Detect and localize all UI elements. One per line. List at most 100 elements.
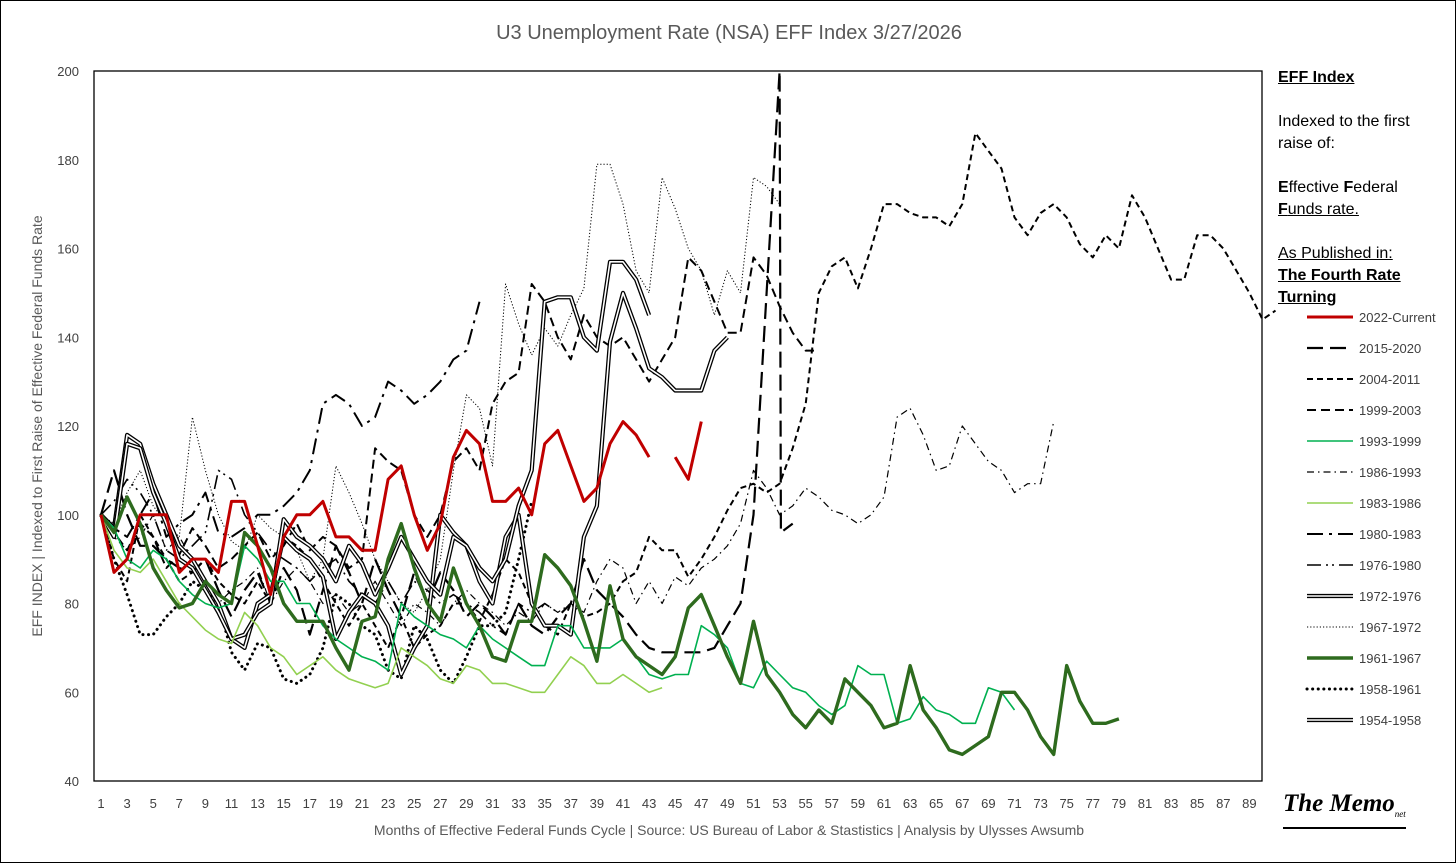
- legend-item: 1967-1972: [1307, 620, 1421, 635]
- legend-label: 1993-1999: [1359, 434, 1421, 449]
- series-1967-1972: [100, 163, 781, 613]
- x-tick-label: 63: [903, 796, 917, 811]
- x-tick-label: 67: [955, 796, 969, 811]
- legend-item: 1986-1993: [1307, 465, 1421, 480]
- x-tick-label: 1: [97, 796, 104, 811]
- x-tick-label: 21: [355, 796, 369, 811]
- x-tick-label: 43: [642, 796, 656, 811]
- brand-logo: The Memonet: [1283, 791, 1406, 829]
- series-line: [100, 514, 1016, 725]
- legend-label: 1983-1986: [1359, 496, 1421, 511]
- series-line-inner: [100, 261, 650, 640]
- x-tick-label: 55: [798, 796, 812, 811]
- legend-item: 1972-1976: [1307, 589, 1421, 604]
- series-line: [99, 495, 1120, 757]
- legend-label: 1986-1993: [1359, 465, 1421, 480]
- legend-item: 2015-2020: [1307, 341, 1421, 356]
- x-tick-label: 45: [668, 796, 682, 811]
- x-tick-label: 39: [590, 796, 604, 811]
- x-tick-label: 57: [825, 796, 839, 811]
- series-line: [99, 69, 794, 654]
- x-tick-label: 5: [150, 796, 157, 811]
- legend-label: 1999-2003: [1359, 403, 1421, 418]
- x-tick-label: 89: [1242, 796, 1256, 811]
- x-tick-label: 25: [407, 796, 421, 811]
- chart-title: U3 Unemployment Rate (NSA) EFF Index 3/2…: [496, 22, 962, 44]
- series-2004-2011: [100, 132, 1277, 649]
- x-axis: 1 3 5 7 9 11 13 15 17 19 21 23 25 27 29 31 33 35 37 39 41 43 4…: [97, 796, 1256, 811]
- legend-label: 1967-1972: [1359, 620, 1421, 635]
- x-tick-label: 53: [772, 796, 786, 811]
- series-1980-1983: [100, 301, 481, 538]
- side-note-indexed: Indexed to the first raise of:: [1278, 113, 1410, 152]
- x-tick-label: 65: [929, 796, 943, 811]
- x-tick-label: 31: [485, 796, 499, 811]
- x-tick-label: 77: [1086, 796, 1100, 811]
- y-tick-label: 80: [65, 597, 79, 612]
- x-axis-label: Months of Effective Federal Funds Cycle …: [374, 822, 1084, 838]
- legend-label: 1980-1983: [1359, 527, 1421, 542]
- series-1958-1961: [99, 499, 534, 685]
- legend-item: 1993-1999: [1307, 434, 1421, 449]
- series-2022-Current: [99, 420, 703, 597]
- legend-label: 1961-1967: [1359, 651, 1421, 666]
- series-line: [99, 420, 651, 597]
- brand-name: The Memo: [1283, 790, 1395, 817]
- x-tick-label: 71: [1007, 796, 1021, 811]
- series-2015-2020: [99, 69, 794, 654]
- side-note-book: The Fourth Rate Turning: [1278, 267, 1401, 306]
- x-tick-label: 41: [616, 796, 630, 811]
- letter-f2: F: [1278, 201, 1288, 218]
- x-tick-label: 35: [537, 796, 551, 811]
- y-tick-label: 200: [57, 64, 79, 79]
- legend-item: 1980-1983: [1307, 527, 1421, 542]
- legend-item: 1954-1958: [1307, 713, 1421, 728]
- x-tick-label: 81: [1138, 796, 1152, 811]
- legend-item: 1958-1961: [1305, 682, 1421, 697]
- x-tick-label: 79: [1112, 796, 1126, 811]
- legend-label: 2004-2011: [1359, 372, 1420, 387]
- y-tick-label: 60: [65, 685, 79, 700]
- series-layer: [99, 69, 1277, 757]
- series-line: [100, 132, 1277, 649]
- x-tick-label: 7: [176, 796, 183, 811]
- series-line: [100, 514, 663, 694]
- y-tick-label: 160: [57, 242, 79, 257]
- y-axis: 40 60 80 100 120 140 160 180 200: [57, 64, 79, 789]
- x-tick-label: 47: [694, 796, 708, 811]
- x-tick-label: 27: [433, 796, 447, 811]
- x-tick-label: 85: [1190, 796, 1204, 811]
- series-line: [100, 301, 481, 538]
- x-tick-label: 51: [746, 796, 760, 811]
- legend-item: 1961-1967: [1307, 651, 1421, 666]
- x-tick-label: 17: [303, 796, 317, 811]
- x-tick-label: 3: [123, 796, 130, 811]
- y-tick-label: 180: [57, 153, 79, 168]
- series-1993-1999: [100, 514, 1016, 725]
- side-note-funds-line: Funds rate.: [1278, 199, 1448, 221]
- x-tick-label: 73: [1033, 796, 1047, 811]
- x-tick-label: 87: [1216, 796, 1230, 811]
- legend-label: 2022-Current: [1359, 310, 1436, 325]
- y-tick-label: 120: [57, 419, 79, 434]
- side-note-heading: EFF Index: [1278, 69, 1355, 86]
- legend-label: 1954-1958: [1359, 713, 1421, 728]
- series-line: [100, 163, 781, 613]
- x-tick-label: 33: [511, 796, 525, 811]
- x-tick-label: 9: [202, 796, 209, 811]
- legend-item: 2022-Current: [1307, 310, 1436, 325]
- x-tick-label: 49: [720, 796, 734, 811]
- legend-item: 1976-1980: [1307, 558, 1421, 573]
- x-tick-label: 37: [564, 796, 578, 811]
- y-tick-label: 140: [57, 330, 79, 345]
- legend-label: 1958-1961: [1359, 682, 1421, 697]
- side-note-published: As Published in:: [1278, 245, 1393, 262]
- legend: 2022-Current 2015-2020 2004-2011 1999-2003 1…: [1305, 310, 1436, 728]
- series-1961-1967: [99, 495, 1120, 757]
- x-tick-label: 13: [250, 796, 264, 811]
- x-tick-label: 19: [329, 796, 343, 811]
- series-line: [673, 421, 703, 481]
- x-tick-label: 83: [1164, 796, 1178, 811]
